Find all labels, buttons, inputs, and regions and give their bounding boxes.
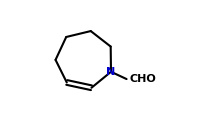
Text: N: N [106, 67, 115, 77]
Text: CHO: CHO [129, 74, 156, 84]
